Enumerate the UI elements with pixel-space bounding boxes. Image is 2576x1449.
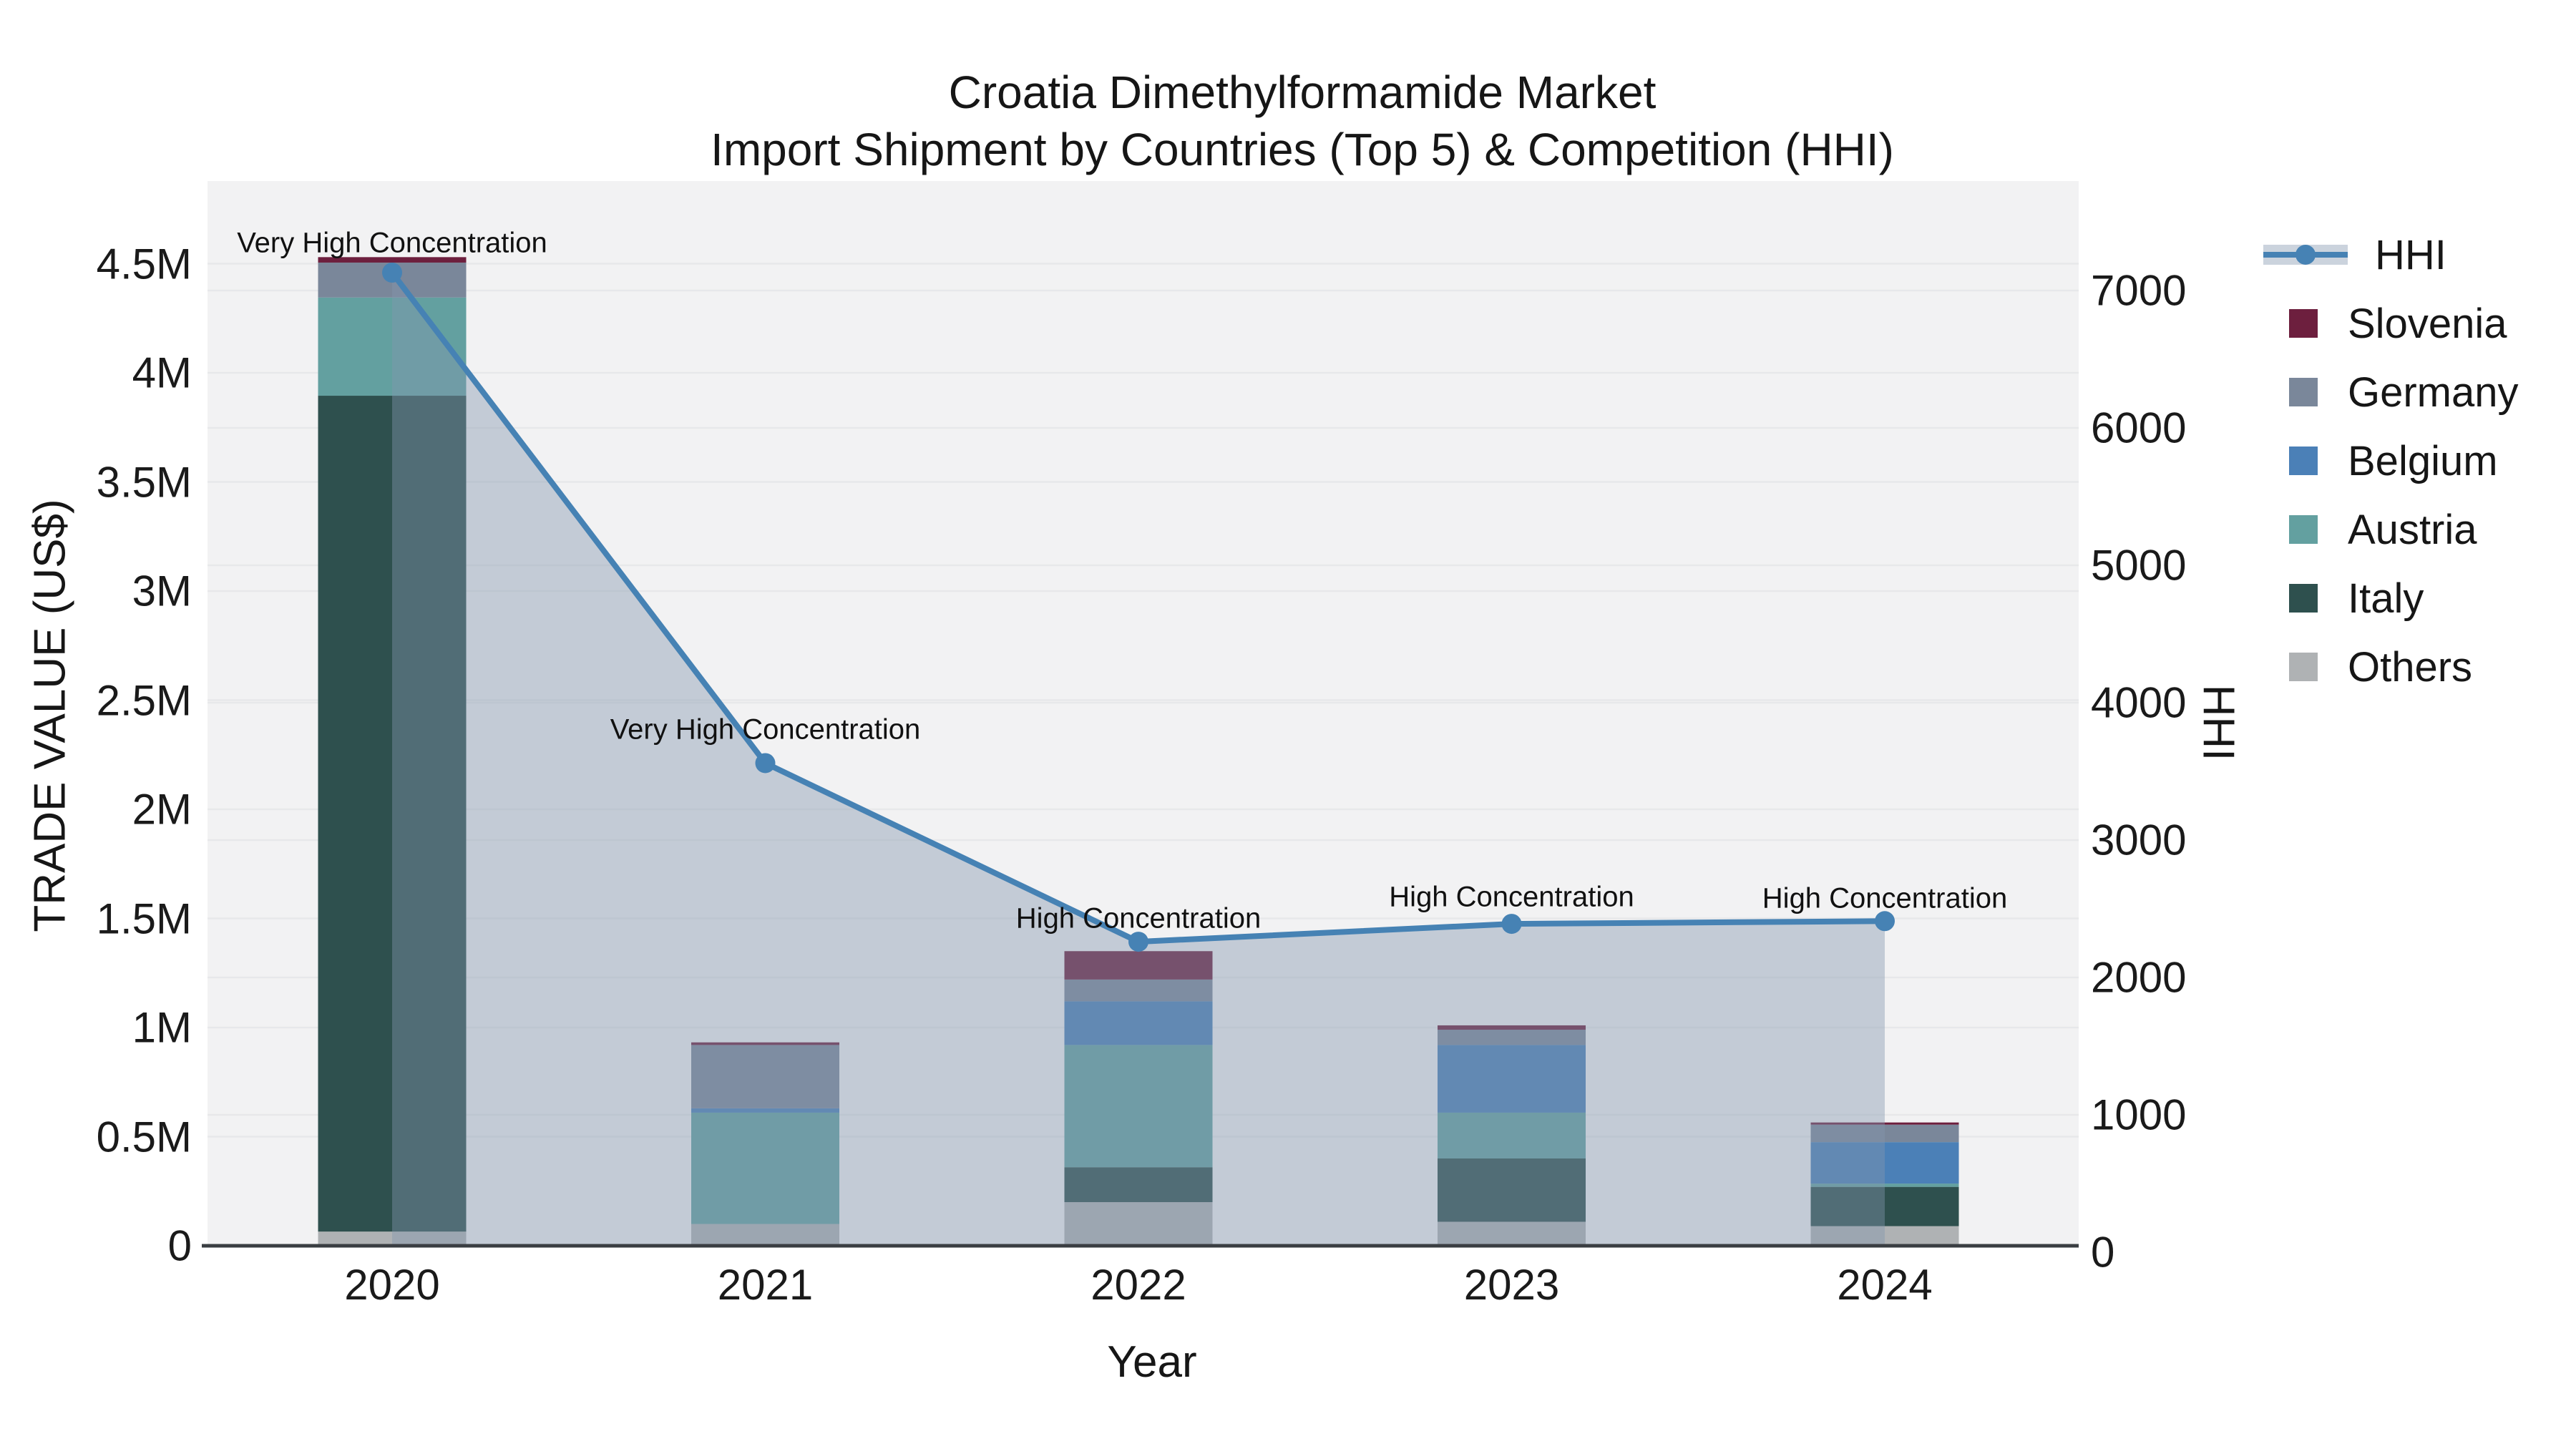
italy-swatch-icon	[2289, 584, 2318, 613]
y-right-tick-label: 6000	[2091, 404, 2187, 452]
bar-segment-italy-2024	[1810, 1186, 1959, 1226]
y-left-tick-label: 4M	[132, 348, 192, 397]
y-right-tick-label: 3000	[2091, 816, 2187, 864]
bar-segment-slovenia-2022	[1064, 951, 1213, 980]
y-right-tick-label: 0	[2091, 1228, 2115, 1277]
hhi-marker-2020	[382, 263, 402, 283]
bar-segment-slovenia-2024	[1810, 1122, 1959, 1125]
bar-segment-belgium-2022	[1064, 1001, 1213, 1045]
belgium-swatch-icon	[2289, 447, 2318, 475]
y-left-tick-label: 1M	[132, 1003, 192, 1052]
annotation-2024: High Concentration	[1762, 882, 2008, 914]
bar-segment-austria-2023	[1438, 1112, 1586, 1158]
bar-segment-belgium-2021	[691, 1108, 839, 1113]
y-right-tick-label: 4000	[2091, 678, 2187, 727]
y-left-tick-label: 0	[167, 1221, 192, 1270]
legend-label-belgium: Belgium	[2348, 437, 2498, 484]
annotation-2021: Very High Concentration	[610, 713, 921, 746]
y-right-tick-label: 1000	[2091, 1091, 2187, 1139]
bar-segment-austria-2021	[691, 1112, 839, 1224]
legend-label-italy: Italy	[2348, 575, 2424, 622]
legend-label-hhi: HHI	[2375, 231, 2446, 278]
bar-segment-belgium-2024	[1810, 1142, 1959, 1184]
y-axis-left-label: TRADE VALUE (US$)	[25, 499, 75, 932]
y-right-tick-label: 7000	[2091, 266, 2187, 315]
annotation-2023: High Concentration	[1389, 881, 1634, 913]
legend-label-others: Others	[2348, 643, 2473, 691]
y-left-tick-label: 3.5M	[96, 458, 192, 506]
bar-segment-germany-2021	[691, 1045, 839, 1108]
bar-segment-germany-2022	[1064, 979, 1213, 1002]
bar-segment-austria-2022	[1064, 1045, 1213, 1168]
bar-segment-others-2023	[1438, 1221, 1586, 1246]
legend-label-austria: Austria	[2348, 506, 2477, 553]
hhi-marker-swatch	[2296, 245, 2316, 265]
hhi-marker-2023	[1501, 914, 1522, 935]
chart-subtitle: Import Shipment by Countries (Top 5) & C…	[711, 124, 1894, 175]
bar-segment-others-2024	[1810, 1226, 1959, 1246]
legend-item-belgium: Belgium	[2258, 426, 2498, 495]
bar-segment-others-2020	[318, 1231, 467, 1246]
legend-label-slovenia: Slovenia	[2348, 300, 2507, 347]
annotation-2020: Very High Concentration	[237, 227, 547, 259]
hhi-marker-2022	[1128, 932, 1148, 952]
x-tick-label-2022: 2022	[1091, 1261, 1186, 1309]
y-right-tick-label: 2000	[2091, 953, 2187, 1002]
bar-segment-slovenia-2020	[318, 257, 467, 263]
legend-item-austria: Austria	[2258, 495, 2477, 564]
bar-segment-germany-2023	[1438, 1030, 1586, 1045]
y-axis-right-label: HHI	[2193, 684, 2243, 761]
legend-item-hhi: HHI	[2258, 220, 2446, 289]
y-left-tick-label: 1.5M	[96, 894, 192, 942]
hhi-area	[392, 273, 1885, 1246]
austria-swatch-icon	[2289, 515, 2318, 544]
legend-item-others: Others	[2258, 633, 2472, 701]
y-left-tick-label: 0.5M	[96, 1113, 192, 1161]
hhi-marker-2024	[1875, 911, 1895, 932]
bar-segment-austria-2024	[1810, 1184, 1959, 1187]
x-tick-label-2024: 2024	[1837, 1261, 1933, 1309]
legend-item-italy: Italy	[2258, 564, 2424, 633]
y-left-tick-label: 2M	[132, 785, 192, 834]
bar-segment-belgium-2023	[1438, 1045, 1586, 1113]
bar-segment-others-2022	[1064, 1202, 1213, 1246]
bar-segment-italy-2022	[1064, 1167, 1213, 1202]
bar-segment-austria-2020	[318, 297, 467, 396]
bar-segment-others-2021	[691, 1224, 839, 1246]
x-tick-label-2020: 2020	[344, 1261, 440, 1309]
bar-segment-slovenia-2023	[1438, 1025, 1586, 1030]
y-left-tick-label: 4.5M	[96, 240, 192, 288]
hhi-legend-glyph-icon	[2263, 240, 2348, 269]
x-axis-label: Year	[1107, 1337, 1197, 1387]
chart-title: Croatia Dimethylformamide Market	[948, 67, 1657, 118]
bar-segment-slovenia-2021	[691, 1042, 839, 1045]
bar-segment-germany-2024	[1810, 1124, 1959, 1143]
x-tick-label-2023: 2023	[1463, 1261, 1560, 1309]
legend-item-slovenia: Slovenia	[2258, 289, 2507, 358]
others-swatch-icon	[2289, 653, 2318, 681]
y-right-tick-label: 5000	[2091, 541, 2187, 590]
y-left-tick-label: 2.5M	[96, 676, 192, 724]
legend-label-germany: Germany	[2348, 369, 2519, 416]
legend-item-germany: Germany	[2258, 358, 2519, 426]
x-tick-label-2021: 2021	[717, 1261, 814, 1309]
bar-segment-italy-2020	[318, 396, 467, 1232]
slovenia-swatch-icon	[2289, 309, 2318, 338]
germany-swatch-icon	[2289, 378, 2318, 406]
annotation-2022: High Concentration	[1015, 902, 1262, 935]
hhi-marker-2021	[755, 753, 776, 774]
y-left-tick-label: 3M	[132, 567, 192, 615]
bar-segment-italy-2023	[1438, 1158, 1586, 1222]
